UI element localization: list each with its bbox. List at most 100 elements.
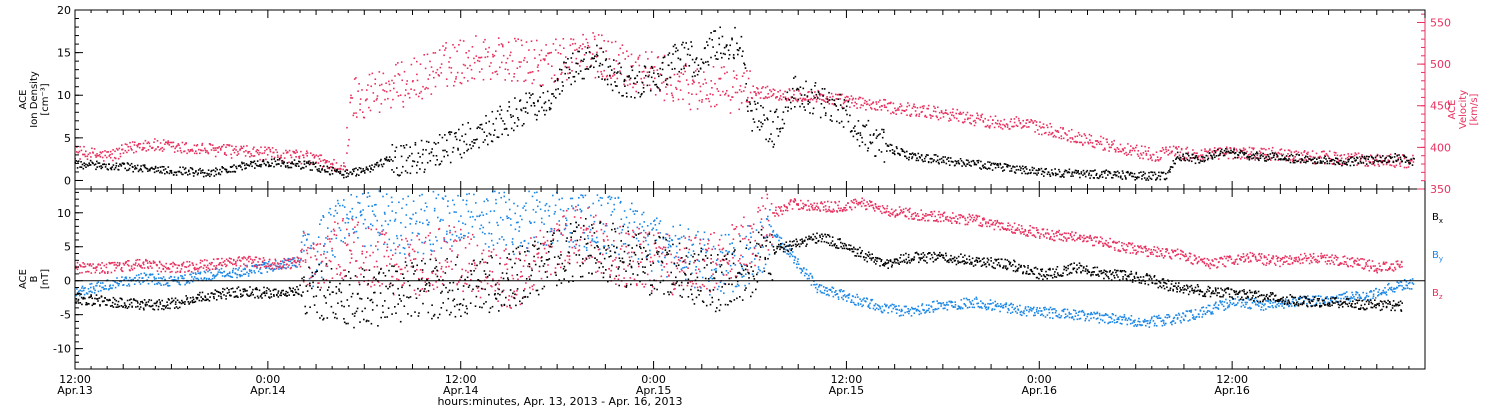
- density-series-point: [843, 107, 845, 109]
- by-series-point: [415, 212, 417, 214]
- density-series-point: [526, 112, 529, 114]
- velocity-series-point: [1362, 156, 1364, 159]
- density-series-point: [352, 168, 354, 171]
- density-series-point: [1404, 161, 1407, 163]
- by-series-point: [102, 282, 104, 284]
- by-series-point: [841, 290, 844, 293]
- density-series-point: [383, 163, 385, 165]
- by-series-point: [547, 209, 550, 212]
- velocity-series-point: [416, 73, 418, 76]
- density-series-point: [617, 71, 619, 73]
- velocity-series-point: [86, 158, 89, 160]
- density-series-point: [983, 166, 986, 168]
- velocity-series-point: [348, 138, 350, 141]
- density-series-point: [774, 110, 777, 113]
- by-series-point: [1012, 303, 1014, 306]
- density-series-point: [1364, 158, 1367, 160]
- velocity-series-point: [186, 152, 188, 155]
- velocity-series-point: [475, 55, 478, 57]
- by-series-point: [824, 289, 826, 292]
- velocity-series-point: [888, 102, 890, 104]
- density-series-point: [187, 174, 189, 176]
- velocity-series-point: [682, 98, 684, 101]
- density-series-point: [659, 89, 661, 91]
- velocity-series-point: [568, 66, 570, 68]
- velocity-series-point: [635, 83, 637, 85]
- density-series-point: [428, 152, 431, 155]
- by-series-point: [1010, 312, 1012, 314]
- density-series-point: [1014, 166, 1016, 168]
- velocity-series-point: [1396, 159, 1399, 162]
- velocity-series-point: [1233, 149, 1235, 152]
- by-series-point: [665, 233, 668, 235]
- velocity-series-point: [323, 159, 326, 161]
- density-series-point: [207, 174, 209, 176]
- density-series-point: [1221, 151, 1224, 154]
- density-series-point: [828, 99, 831, 101]
- by-series-point: [306, 233, 309, 236]
- by-series-point: [320, 276, 323, 279]
- velocity-series-point: [439, 66, 442, 69]
- velocity-series-point: [1311, 150, 1314, 152]
- velocity-series-point: [773, 89, 776, 91]
- by-series-point: [462, 222, 464, 224]
- by-series-point: [1221, 300, 1224, 303]
- density-series-point: [332, 167, 334, 169]
- by-series-point: [250, 271, 253, 274]
- density-series-point: [1002, 166, 1004, 168]
- density-series-point: [575, 71, 577, 73]
- velocity-series-point: [314, 155, 316, 158]
- density-series-point: [191, 167, 193, 170]
- velocity-series-point: [324, 162, 327, 164]
- density-series-point: [212, 169, 215, 171]
- density-series-point: [920, 154, 923, 157]
- velocity-series-point: [1307, 151, 1309, 154]
- by-series-point: [1213, 304, 1215, 306]
- density-series-point: [916, 157, 918, 159]
- by-series-point: [1166, 316, 1169, 319]
- density-series-point: [822, 95, 824, 97]
- velocity-series-point: [551, 65, 553, 67]
- density-series-point: [159, 171, 161, 174]
- velocity-series-point: [1318, 155, 1321, 158]
- by-series-point: [846, 295, 848, 297]
- by-series-point: [282, 261, 285, 264]
- density-series-point: [820, 103, 823, 105]
- by-series-point: [410, 218, 413, 220]
- by-series-point: [94, 289, 96, 292]
- velocity-series-point: [249, 155, 251, 158]
- by-series-point: [680, 236, 683, 239]
- velocity-series-point: [440, 72, 443, 74]
- by-series-point: [79, 289, 81, 292]
- density-series-point: [580, 59, 583, 62]
- density-series-point: [545, 109, 548, 112]
- density-series-point: [487, 143, 489, 146]
- velocity-series-point: [592, 32, 594, 34]
- velocity-series-point: [486, 55, 489, 58]
- velocity-series-point: [1241, 149, 1244, 152]
- density-series-point: [503, 123, 506, 125]
- by-series-point: [193, 276, 196, 278]
- velocity-series-point: [312, 153, 315, 156]
- by-series-point: [695, 234, 697, 237]
- density-series-point: [1238, 151, 1241, 154]
- density-series-point: [577, 50, 579, 53]
- density-series-point: [331, 173, 334, 175]
- velocity-series-point: [1066, 134, 1068, 136]
- velocity-series-point: [821, 94, 824, 96]
- density-series-point: [716, 51, 718, 54]
- velocity-series-point: [230, 157, 233, 159]
- by-series-point: [790, 253, 793, 256]
- density-series-point: [1404, 155, 1406, 158]
- velocity-series-point: [114, 157, 117, 160]
- velocity-series-point: [157, 146, 159, 148]
- velocity-series-point: [1140, 145, 1143, 147]
- by-series-point: [850, 299, 853, 301]
- density-series-point: [199, 167, 201, 170]
- by-series-point: [632, 210, 634, 213]
- by-series-point: [641, 225, 644, 228]
- by-series-point: [685, 278, 687, 281]
- velocity-series-point: [706, 94, 708, 96]
- by-series-point: [322, 216, 325, 218]
- density-series-point: [812, 107, 815, 110]
